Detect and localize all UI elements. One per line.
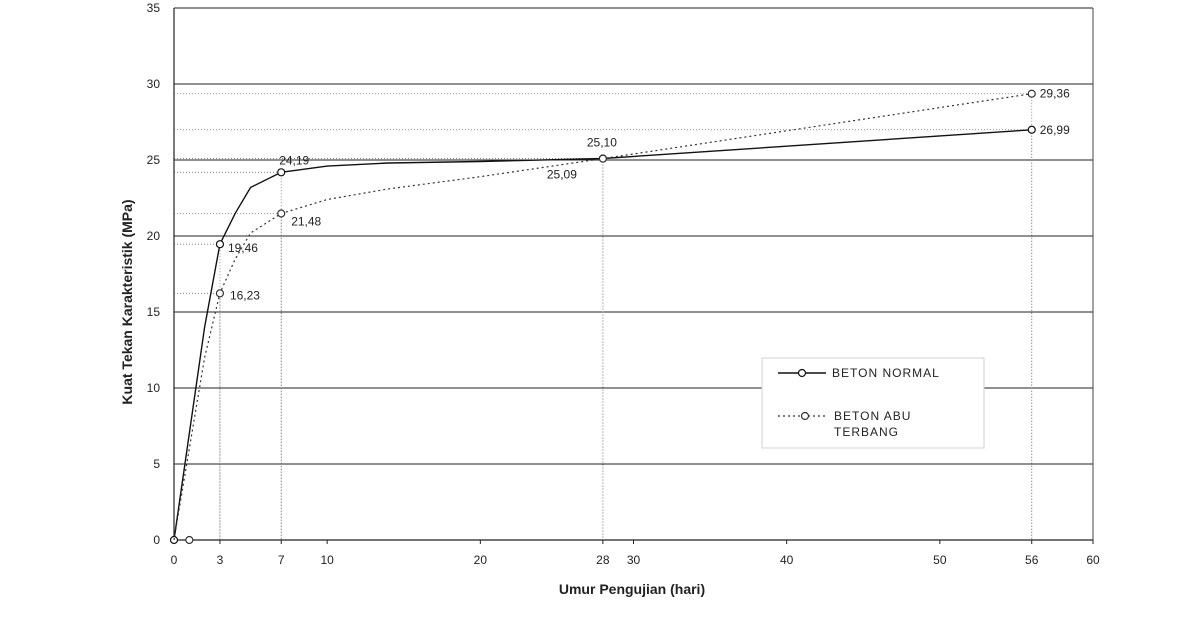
series-line-beton-abu-terbang [173,93,1032,541]
data-label: 25,10 [587,135,617,149]
legend-marker-beton-normal [797,368,807,378]
x-tick-label: 30 [627,553,641,567]
y-tick-label: 25 [147,153,161,167]
x-tick-label: 20 [474,553,488,567]
data-point-marker [1027,89,1036,98]
x-tick-label: 10 [320,553,334,567]
x-tick-label: 60 [1086,553,1100,567]
grid [174,7,1093,465]
series-layer [169,89,1036,545]
y-tick-label: 5 [153,457,160,471]
y-tick-label: 0 [153,533,160,547]
legend: BETON NORMAL BETON ABU TERBANG [761,357,985,449]
series-line-beton-normal [173,129,1032,541]
y-tick-label: 30 [147,77,161,91]
x-tick-label: 28 [596,553,610,567]
data-point-marker [598,154,607,163]
data-label: 24,19 [279,153,309,167]
data-point-marker [1027,125,1036,134]
data-point-marker [215,289,225,298]
y-tick-label: 15 [147,305,161,319]
x-tick-label: 56 [1025,553,1039,567]
data-point-marker [185,535,194,545]
data-labels: 19,46 24,19 25,10 26,99 16,23 21,48 25,09 29,36 [228,87,1070,303]
y-tick-label: 35 [147,1,161,15]
data-label: 29,36 [1040,87,1070,101]
data-point-marker [277,168,286,177]
x-tick-label: 3 [217,553,224,567]
x-axis-title: Umur Pengujian (hari) [559,581,705,597]
legend-marker-beton-abu-terbang [800,411,810,421]
x-tick-label: 40 [780,553,794,567]
x-tick-label: 0 [171,553,178,567]
data-label: 19,46 [228,241,258,255]
data-label: 25,09 [547,168,577,182]
data-point-marker [215,240,225,249]
x-tick-label: 7 [278,553,285,567]
y-tick-label: 20 [147,229,161,243]
y-axis-title: Kuat Tekan Karakteristik (MPa) [119,199,135,404]
data-point-marker [277,209,286,218]
data-label: 26,99 [1040,123,1070,137]
legend-label-beton-normal: BETON NORMAL [832,366,940,380]
y-tick-label: 10 [147,381,161,395]
data-label: 16,23 [230,288,260,302]
reference-lines [174,93,1033,540]
axes: 0 5 10 15 20 25 30 35 0 3 7 10 20 28 30 40 50 56 60 [147,1,1100,567]
x-tick-label: 50 [933,553,947,567]
legend-label-beton-abu-terbang: TERBANG [834,425,899,439]
legend-label-beton-abu-terbang: BETON ABU [834,409,911,423]
data-label: 21,48 [291,215,321,229]
